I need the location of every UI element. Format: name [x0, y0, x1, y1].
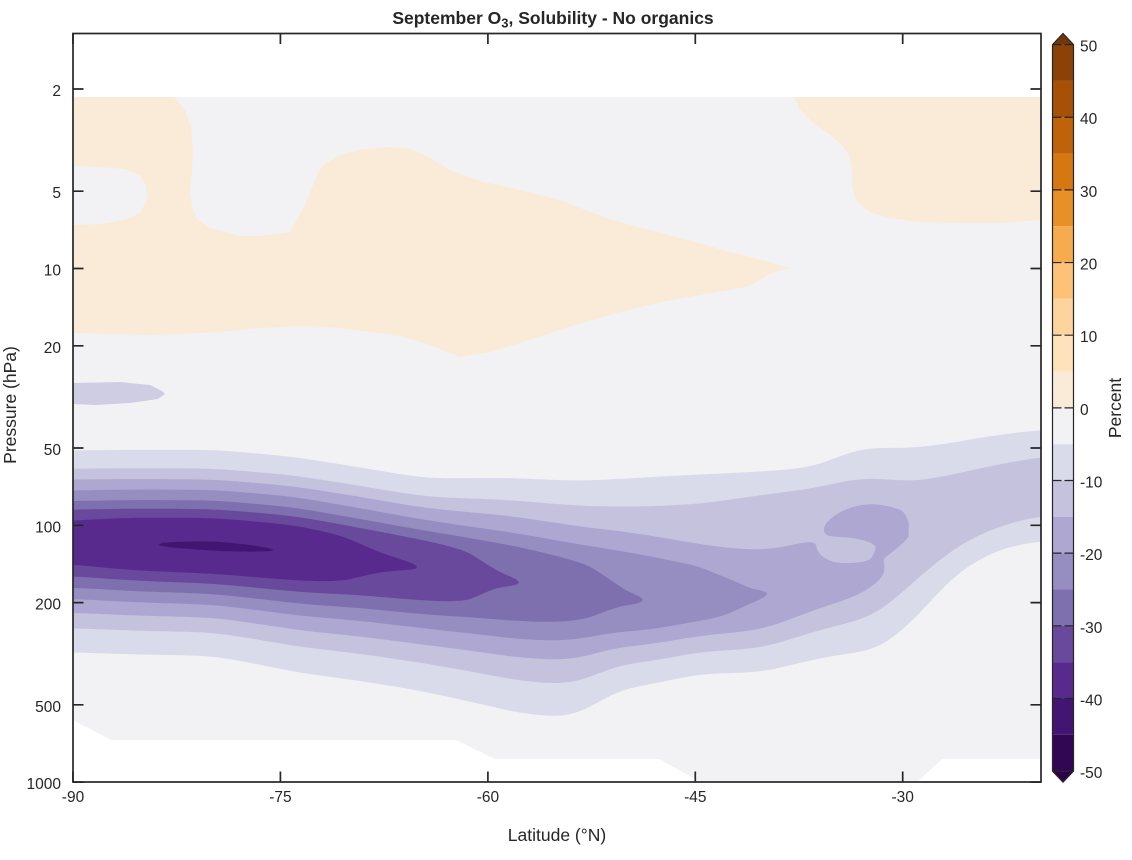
svg-text:10: 10 [1080, 329, 1098, 346]
svg-text:Percent: Percent [1105, 378, 1125, 438]
svg-text:-20: -20 [1080, 547, 1103, 564]
svg-text:-40: -40 [1080, 693, 1103, 710]
svg-text:50: 50 [1080, 39, 1098, 56]
svg-text:40: 40 [1080, 111, 1098, 128]
svg-text:50: 50 [44, 442, 62, 459]
svg-text:5: 5 [52, 185, 61, 202]
svg-text:-90: -90 [62, 789, 85, 806]
svg-text:-30: -30 [1080, 620, 1103, 637]
svg-text:-50: -50 [1080, 765, 1103, 782]
svg-text:0: 0 [1080, 402, 1089, 419]
svg-text:20: 20 [1080, 257, 1098, 274]
svg-text:-10: -10 [1080, 475, 1103, 492]
svg-text:-60: -60 [477, 789, 500, 806]
svg-text:100: 100 [35, 519, 61, 536]
svg-text:Pressure (hPa): Pressure (hPa) [0, 346, 20, 464]
svg-text:500: 500 [35, 699, 61, 716]
svg-text:10: 10 [44, 263, 62, 280]
svg-text:30: 30 [1080, 184, 1098, 201]
svg-text:1000: 1000 [27, 776, 62, 793]
svg-text:-30: -30 [891, 789, 914, 806]
svg-text:-45: -45 [684, 789, 706, 806]
svg-text:September O3, Solubility - No: September O3, Solubility - No organics [392, 8, 714, 31]
svg-text:-75: -75 [269, 789, 291, 806]
svg-text:2: 2 [52, 83, 61, 100]
svg-text:Latitude (°N): Latitude (°N) [508, 825, 606, 845]
svg-text:200: 200 [35, 597, 61, 614]
svg-text:20: 20 [44, 340, 62, 357]
